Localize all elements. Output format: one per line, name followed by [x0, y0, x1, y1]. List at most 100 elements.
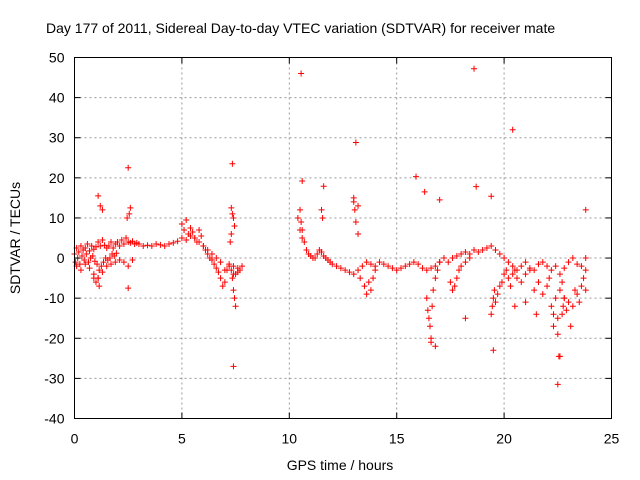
- data-point: [232, 271, 239, 278]
- data-point: [471, 247, 478, 254]
- data-point: [546, 275, 553, 282]
- data-point: [492, 299, 499, 306]
- data-point: [582, 287, 589, 294]
- y-tick-label: 30: [49, 130, 65, 146]
- data-point: [106, 255, 113, 262]
- data-point: [108, 261, 115, 268]
- data-point: [228, 230, 235, 237]
- data-point: [96, 267, 103, 274]
- data-point: [498, 279, 505, 286]
- data-point: [183, 216, 190, 223]
- data-point: [86, 247, 93, 254]
- data-point: [526, 267, 533, 274]
- data-point: [148, 243, 155, 250]
- data-point: [550, 323, 557, 330]
- data-point: [413, 173, 420, 180]
- data-point: [298, 218, 305, 225]
- data-point: [367, 287, 374, 294]
- data-point: [425, 315, 432, 322]
- data-point: [320, 183, 327, 190]
- data-point: [298, 70, 305, 77]
- data-point: [126, 210, 133, 217]
- data-point: [507, 283, 514, 290]
- data-point: [554, 331, 561, 338]
- data-point: [89, 253, 96, 260]
- series-sdtvar: [71, 65, 589, 388]
- data-point: [229, 210, 236, 217]
- data-point: [303, 247, 310, 254]
- data-point: [479, 247, 486, 254]
- data-point: [494, 291, 501, 298]
- x-tick-label: 20: [496, 431, 512, 447]
- data-point: [569, 255, 576, 262]
- data-point: [103, 263, 110, 270]
- data-point: [357, 275, 364, 282]
- data-point: [99, 237, 106, 244]
- data-point: [342, 267, 349, 274]
- data-point: [365, 279, 372, 286]
- data-point: [82, 261, 89, 268]
- data-point: [125, 263, 132, 270]
- data-point: [211, 261, 218, 268]
- data-point: [84, 241, 91, 248]
- axis-ticks: -40 -30 -20 -10 0 10 20 30 40 50 0 5 10 15 20 25: [44, 50, 619, 447]
- data-point: [436, 259, 443, 266]
- data-point: [571, 287, 578, 294]
- data-point: [183, 237, 190, 244]
- data-point: [118, 237, 125, 244]
- data-point: [539, 291, 546, 298]
- data-point: [539, 259, 546, 266]
- data-point: [490, 347, 497, 354]
- data-point: [505, 259, 512, 266]
- data-point: [124, 214, 131, 221]
- data-point: [556, 287, 563, 294]
- data-point: [318, 206, 325, 213]
- data-point: [488, 193, 495, 200]
- data-point: [552, 263, 559, 270]
- data-point: [492, 247, 499, 254]
- data-point: [430, 287, 437, 294]
- data-point: [544, 263, 551, 270]
- data-point: [462, 259, 469, 266]
- data-point: [97, 243, 104, 250]
- data-point: [127, 204, 134, 211]
- data-point: [491, 287, 498, 294]
- data-point: [429, 303, 436, 310]
- data-point: [432, 263, 439, 270]
- data-point: [228, 267, 235, 274]
- data-point: [236, 267, 243, 274]
- data-point: [567, 323, 574, 330]
- data-point: [198, 232, 205, 239]
- data-point: [294, 214, 301, 221]
- data-point: [548, 303, 555, 310]
- data-point: [550, 311, 557, 318]
- grid: [74, 57, 612, 419]
- data-point: [231, 222, 238, 229]
- data-point: [580, 275, 587, 282]
- data-point: [239, 263, 246, 270]
- data-point: [187, 224, 194, 231]
- data-point: [217, 275, 224, 282]
- data-point: [230, 363, 237, 370]
- data-point: [301, 239, 308, 246]
- data-point: [174, 238, 181, 245]
- data-point: [578, 263, 585, 270]
- data-point: [565, 299, 572, 306]
- data-point: [299, 178, 306, 185]
- y-tick-label: 40: [49, 90, 65, 106]
- data-point: [108, 239, 115, 246]
- data-point: [213, 255, 220, 262]
- data-point: [488, 311, 495, 318]
- data-point: [86, 265, 93, 272]
- data-point: [451, 283, 458, 290]
- data-point: [501, 271, 508, 278]
- data-point: [88, 243, 95, 250]
- data-point: [363, 259, 370, 266]
- data-point: [318, 249, 325, 256]
- data-point: [319, 214, 326, 221]
- data-point: [449, 255, 456, 262]
- data-point: [556, 271, 563, 278]
- data-point: [455, 267, 462, 274]
- data-point: [488, 243, 495, 250]
